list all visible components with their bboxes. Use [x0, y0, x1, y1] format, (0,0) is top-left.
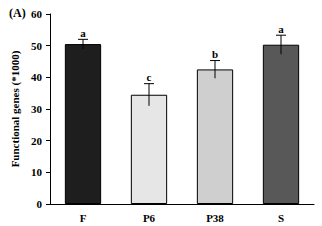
svg-text:0: 0: [37, 198, 43, 210]
svg-text:30: 30: [31, 103, 43, 115]
svg-text:S: S: [278, 212, 284, 224]
svg-text:(A): (A): [9, 6, 26, 20]
svg-text:60: 60: [31, 8, 43, 20]
svg-text:50: 50: [31, 40, 43, 52]
svg-text:c: c: [147, 71, 152, 83]
svg-text:P38: P38: [206, 212, 224, 224]
svg-text:b: b: [212, 48, 218, 60]
svg-text:20: 20: [31, 135, 43, 147]
svg-text:Functional genes (*1000): Functional genes (*1000): [9, 50, 22, 167]
svg-text:F: F: [80, 212, 87, 224]
svg-text:10: 10: [31, 166, 43, 178]
svg-text:a: a: [80, 27, 86, 39]
svg-text:a: a: [278, 23, 284, 35]
svg-text:P6: P6: [143, 212, 156, 224]
svg-text:40: 40: [31, 71, 43, 83]
